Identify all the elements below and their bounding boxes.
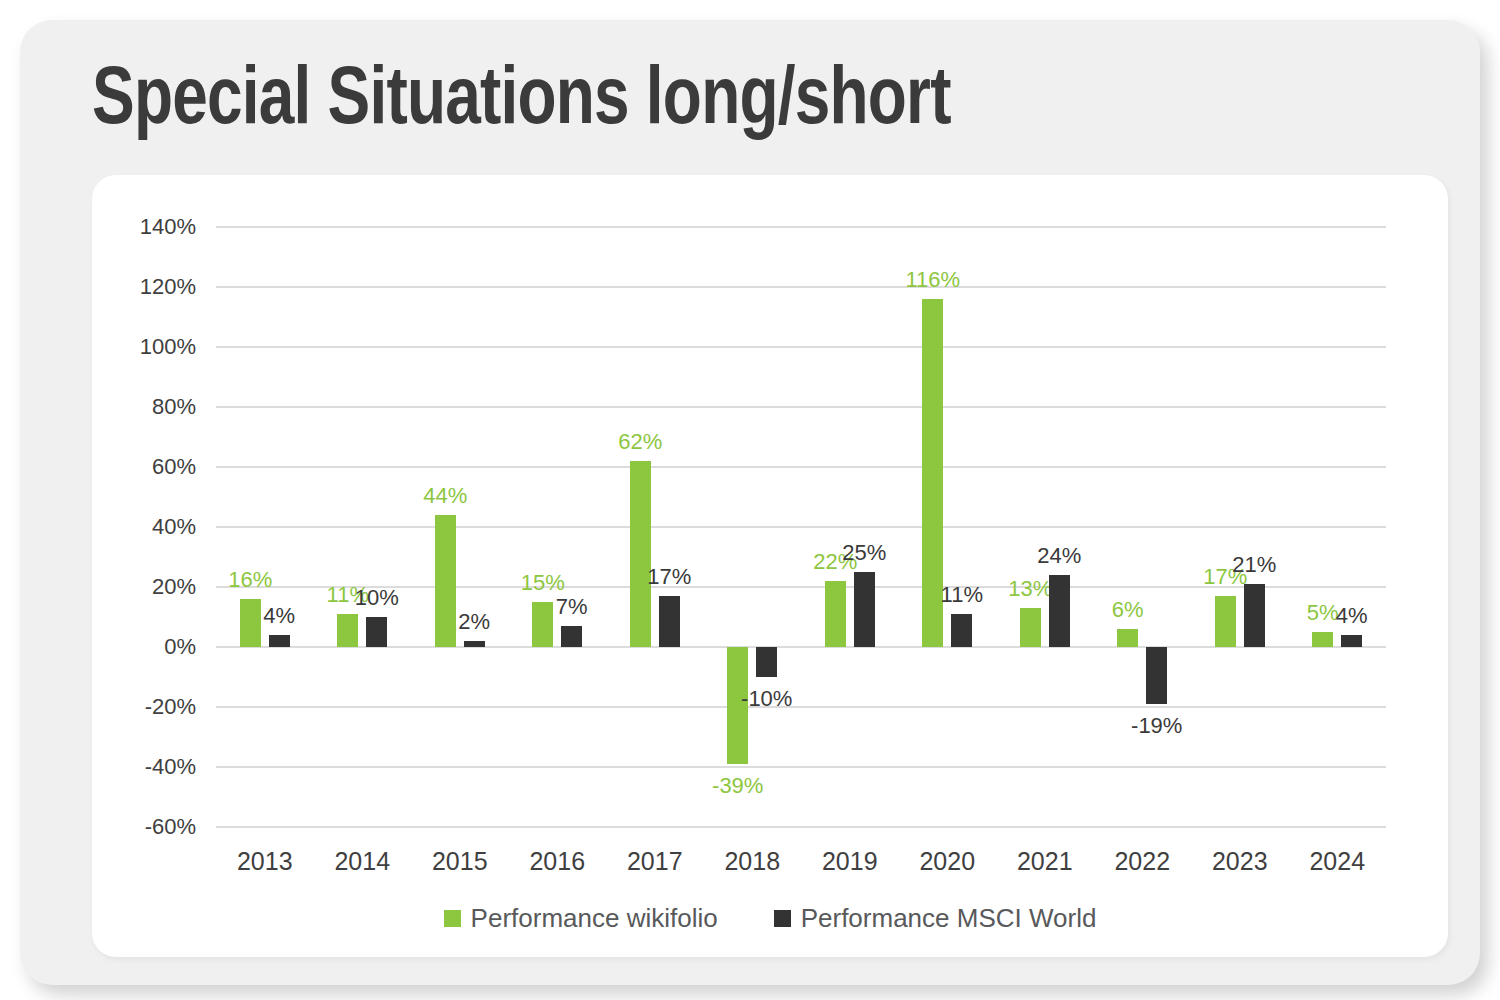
x-axis-year-label: 2014 xyxy=(313,847,411,876)
bar-msci-world xyxy=(561,626,582,647)
x-axis-year-label: 2024 xyxy=(1288,847,1386,876)
x-axis-year-label: 2017 xyxy=(606,847,704,876)
value-label-msci-world: -10% xyxy=(719,687,815,711)
bar-wikifolio xyxy=(825,581,846,647)
legend-item-msci-world: Performance MSCI World xyxy=(774,903,1097,934)
gridline xyxy=(216,646,1386,648)
value-label-msci-world: 21% xyxy=(1206,553,1302,577)
gridline xyxy=(216,526,1386,528)
value-label-msci-world: 10% xyxy=(329,586,425,610)
gridline xyxy=(216,406,1386,408)
bar-msci-world xyxy=(269,635,290,647)
y-axis-tick-label: 0% xyxy=(86,636,196,658)
value-label-msci-world: 2% xyxy=(426,610,522,634)
bar-wikifolio xyxy=(1215,596,1236,647)
bar-wikifolio xyxy=(630,461,651,647)
y-axis-tick-label: 100% xyxy=(86,336,196,358)
x-axis-year-label: 2021 xyxy=(996,847,1094,876)
bar-msci-world xyxy=(1341,635,1362,647)
page: Special Situations long/short 140%120%10… xyxy=(0,0,1500,1000)
legend-label-msci-world: Performance MSCI World xyxy=(801,903,1097,934)
bar-msci-world xyxy=(1146,647,1167,704)
bar-msci-world xyxy=(951,614,972,647)
value-label-msci-world: 4% xyxy=(231,604,327,628)
bar-msci-world xyxy=(464,641,485,647)
value-label-wikifolio: 44% xyxy=(397,484,493,508)
value-label-wikifolio: 116% xyxy=(885,268,981,292)
y-axis-tick-label: 40% xyxy=(86,516,196,538)
bar-wikifolio xyxy=(1020,608,1041,647)
value-label-msci-world: 7% xyxy=(524,595,620,619)
value-label-msci-world: 17% xyxy=(621,565,717,589)
gridline xyxy=(216,466,1386,468)
bar-msci-world xyxy=(1244,584,1265,647)
x-axis-year-label: 2018 xyxy=(703,847,801,876)
chart-panel: 140%120%100%80%60%40%20%0%-20%-40%-60%20… xyxy=(92,175,1448,957)
bar-wikifolio xyxy=(1117,629,1138,647)
y-axis-tick-label: -40% xyxy=(86,756,196,778)
value-label-wikifolio: -39% xyxy=(690,774,786,798)
x-axis-year-label: 2019 xyxy=(801,847,899,876)
x-axis-year-label: 2020 xyxy=(898,847,996,876)
value-label-msci-world: 25% xyxy=(816,541,912,565)
x-axis-year-label: 2022 xyxy=(1093,847,1191,876)
gridline xyxy=(216,346,1386,348)
gridline xyxy=(216,286,1386,288)
value-label-msci-world: -19% xyxy=(1109,714,1205,738)
bar-chart-plot: 140%120%100%80%60%40%20%0%-20%-40%-60%20… xyxy=(92,175,1448,957)
y-axis-tick-label: -60% xyxy=(86,816,196,838)
legend-swatch-wikifolio xyxy=(444,910,461,927)
chart-card: Special Situations long/short 140%120%10… xyxy=(20,20,1480,985)
y-axis-tick-label: 120% xyxy=(86,276,196,298)
value-label-wikifolio: 15% xyxy=(495,571,591,595)
page-title: Special Situations long/short xyxy=(92,54,951,136)
bar-msci-world xyxy=(756,647,777,677)
y-axis-tick-label: 140% xyxy=(86,216,196,238)
legend-label-wikifolio: Performance wikifolio xyxy=(471,903,718,934)
x-axis-year-label: 2023 xyxy=(1191,847,1289,876)
value-label-wikifolio: 16% xyxy=(202,568,298,592)
bar-msci-world xyxy=(659,596,680,647)
legend-swatch-msci-world xyxy=(774,910,791,927)
value-label-wikifolio: 6% xyxy=(1080,598,1176,622)
value-label-msci-world: 24% xyxy=(1011,544,1107,568)
y-axis-tick-label: 20% xyxy=(86,576,196,598)
y-axis-tick-label: 80% xyxy=(86,396,196,418)
bar-msci-world xyxy=(1049,575,1070,647)
x-axis-year-label: 2013 xyxy=(216,847,314,876)
y-axis-tick-label: 60% xyxy=(86,456,196,478)
gridline xyxy=(216,226,1386,228)
legend-item-wikifolio: Performance wikifolio xyxy=(444,903,718,934)
gridline xyxy=(216,766,1386,768)
bar-msci-world xyxy=(366,617,387,647)
bar-msci-world xyxy=(854,572,875,647)
gridline xyxy=(216,826,1386,828)
bar-wikifolio xyxy=(337,614,358,647)
value-label-msci-world: 4% xyxy=(1304,604,1400,628)
x-axis-year-label: 2016 xyxy=(508,847,606,876)
y-axis-tick-label: -20% xyxy=(86,696,196,718)
chart-legend: Performance wikifolio Performance MSCI W… xyxy=(92,903,1448,934)
x-axis-year-label: 2015 xyxy=(411,847,509,876)
value-label-wikifolio: 62% xyxy=(592,430,688,454)
bar-wikifolio xyxy=(1312,632,1333,647)
